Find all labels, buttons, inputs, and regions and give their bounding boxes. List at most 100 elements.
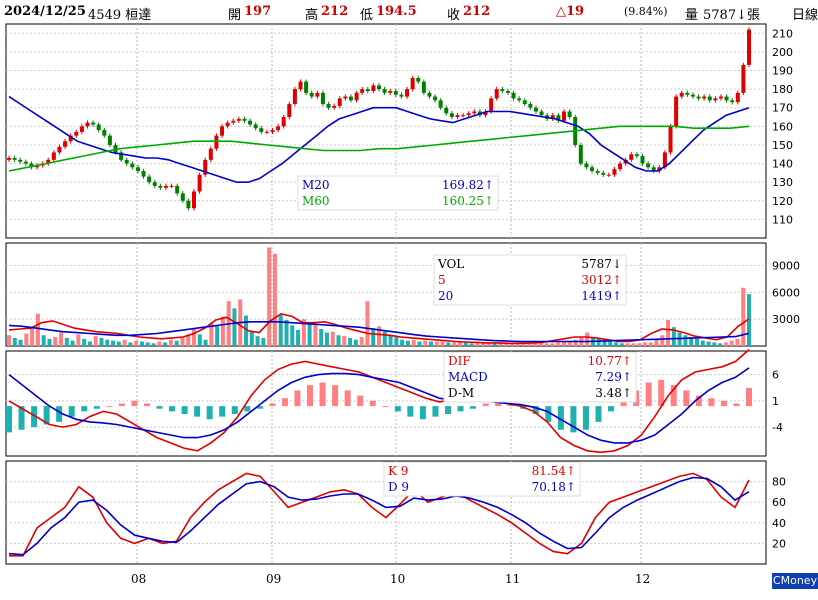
high-value: 212: [321, 4, 349, 19]
candle-body: [685, 92, 690, 95]
candle-body: [472, 111, 477, 114]
volume-bar: [625, 343, 630, 346]
candle-body: [584, 163, 589, 168]
volume-bar: [353, 339, 358, 346]
candle-body: [197, 174, 202, 192]
candle-body: [522, 100, 527, 105]
candle-body: [494, 89, 499, 99]
volume-bar: [556, 342, 561, 346]
macd-hist-bar: [118, 403, 125, 407]
volume-bar: [405, 340, 410, 346]
macd-hist-bar: [319, 382, 326, 407]
candle-body: [741, 64, 746, 93]
candle-body: [119, 152, 124, 160]
volume-bar: [718, 343, 723, 346]
candle-body: [192, 191, 196, 209]
y-tick-label: 110: [772, 213, 793, 226]
candle-body: [690, 94, 695, 97]
macd-hist-bar: [131, 400, 138, 407]
candle-body: [12, 157, 17, 160]
macd-hist-bar: [294, 390, 301, 407]
macd-hist-bar: [733, 403, 740, 407]
volume-bar: [151, 343, 156, 346]
candle-body: [674, 96, 679, 127]
volume-bar: [365, 301, 370, 346]
volume-bar: [336, 335, 341, 346]
volume-legend-name: VOL: [437, 257, 464, 271]
brand-logo[interactable]: CMoney: [772, 573, 818, 589]
candle-body: [124, 159, 129, 164]
candle-body: [298, 81, 303, 90]
candle-body: [578, 144, 583, 164]
candle-body: [158, 185, 163, 188]
candle-body: [23, 161, 28, 164]
volume-bar: [76, 334, 81, 346]
volume-bar: [99, 337, 104, 346]
volume-bar: [666, 320, 671, 346]
kd-legend-name: D 9: [388, 480, 409, 494]
price-legend-value: 160.25↑: [442, 194, 494, 208]
volume-bar: [515, 343, 520, 346]
price-legend-box: [297, 175, 499, 211]
volume-bar: [671, 327, 676, 346]
candle-body: [343, 96, 348, 99]
y-tick-label: -4: [772, 421, 783, 434]
volume-bar: [712, 342, 717, 346]
candle-body: [259, 128, 264, 132]
volume-bar: [157, 341, 162, 346]
volume-bar: [180, 337, 185, 346]
volume-bar: [163, 342, 168, 346]
macd-hist-bar: [645, 382, 652, 407]
candle-body: [606, 174, 611, 176]
candle-body: [416, 77, 421, 82]
y-tick-label: 180: [772, 83, 793, 96]
candle-body: [231, 120, 236, 123]
y-tick-label: 210: [772, 27, 793, 40]
volume-bar: [7, 335, 11, 346]
candle-body: [533, 107, 538, 112]
candle-body: [405, 89, 410, 97]
volume-bar: [244, 315, 249, 346]
y-tick-label: 160: [772, 120, 793, 133]
volume-bar: [729, 340, 734, 346]
macd-hist-bar: [231, 406, 238, 414]
close-value: 212: [463, 4, 491, 19]
candle-body: [399, 94, 404, 97]
candle-body: [141, 171, 146, 177]
candle-body: [696, 96, 701, 99]
candle-body: [18, 159, 23, 162]
volume-bar: [475, 343, 480, 346]
volume-bar: [486, 342, 491, 346]
kd-legend-value: 70.18↑: [532, 480, 576, 494]
macd-hist-bar: [56, 406, 63, 422]
volume-bar: [677, 332, 682, 346]
candle-body: [169, 185, 174, 187]
candle-body: [186, 200, 191, 209]
volume-bar: [642, 342, 647, 346]
candle-body: [511, 92, 516, 99]
macd-hist-bar: [181, 406, 188, 414]
candle-body: [590, 167, 595, 172]
macd-hist-bar: [357, 395, 364, 407]
macd-hist-bar: [683, 390, 690, 407]
macd-hist-bar: [658, 379, 665, 407]
volume-bar: [278, 314, 283, 346]
macd-hist-bar: [482, 403, 489, 407]
x-tick-label: 12: [635, 572, 650, 586]
candle-body: [713, 98, 718, 101]
volume-bar: [567, 340, 572, 346]
volume-bar: [602, 340, 607, 346]
volume-bar: [700, 340, 705, 346]
macd-hist-bar: [256, 406, 263, 409]
volume-ma20-line: [8, 320, 750, 343]
volume-bar: [284, 320, 289, 346]
volume-legend-value: 5787↓: [581, 257, 622, 271]
candle-body: [449, 113, 454, 118]
volume-bar: [324, 332, 329, 346]
candle-body: [612, 169, 617, 175]
candle-body: [242, 118, 247, 121]
candle-body: [152, 182, 157, 186]
volume-bar: [694, 338, 699, 346]
volume-bar: [411, 339, 416, 346]
